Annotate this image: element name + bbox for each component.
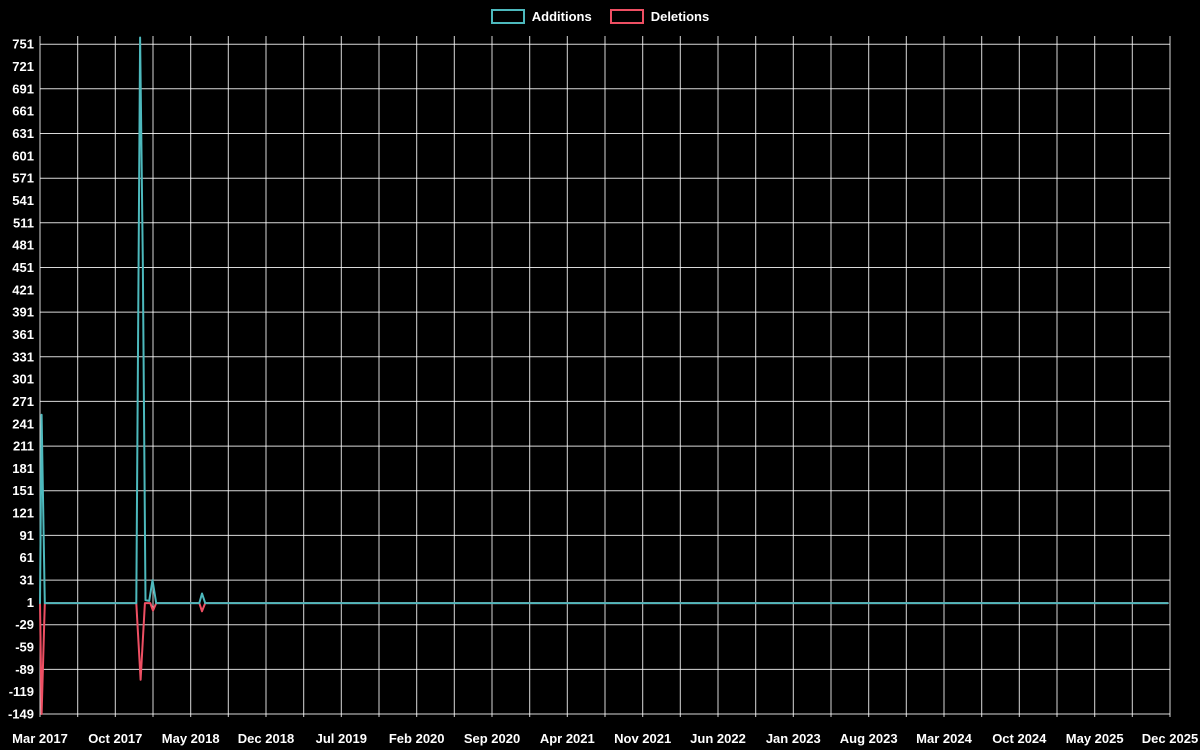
x-axis-tick-label: Dec 2018 — [238, 731, 294, 746]
y-axis-tick-label: 541 — [12, 193, 34, 208]
legend-label-deletions: Deletions — [650, 9, 710, 24]
x-axis-tick-label: Dec 2025 — [1142, 731, 1198, 746]
x-axis-tick-label: Oct 2024 — [992, 731, 1047, 746]
y-axis-tick-label: 601 — [12, 148, 34, 163]
x-axis-tick-label: Feb 2020 — [389, 731, 445, 746]
y-axis-tick-label: 331 — [12, 349, 34, 364]
x-axis-tick-label: Sep 2020 — [464, 731, 520, 746]
y-axis-tick-label: 631 — [12, 126, 34, 141]
y-axis-tick-label: 421 — [12, 282, 34, 297]
x-axis-tick-label: Jan 2023 — [766, 731, 821, 746]
x-axis-tick-label: Apr 2021 — [540, 731, 595, 746]
y-axis-tick-label: 1 — [27, 595, 34, 610]
y-axis-tick-label: -29 — [15, 617, 34, 632]
legend-item-additions[interactable]: Additions — [490, 8, 592, 25]
legend-label-additions: Additions — [531, 9, 592, 24]
y-axis-tick-label: 31 — [20, 573, 34, 588]
y-axis-tick-label: 451 — [12, 260, 34, 275]
x-axis-tick-label: Jun 2022 — [690, 731, 746, 746]
x-axis-tick-label: May 2018 — [162, 731, 220, 746]
y-axis-tick-label: 211 — [13, 439, 34, 454]
x-axis-tick-label: Mar 2017 — [12, 731, 68, 746]
x-axis-tick-label: Mar 2024 — [916, 731, 972, 746]
y-axis-tick-label: 271 — [12, 394, 34, 409]
y-axis-tick-label: 61 — [20, 550, 34, 565]
x-axis-tick-label: May 2025 — [1066, 731, 1124, 746]
y-axis-tick-label: 91 — [20, 528, 34, 543]
y-axis-tick-label: 481 — [12, 238, 34, 253]
chart-legend: Additions Deletions — [0, 8, 1200, 25]
series-line-additions — [39, 36, 1169, 605]
y-axis-tick-label: -149 — [8, 707, 34, 722]
y-axis-tick-label: -89 — [15, 662, 34, 677]
y-axis-tick-label: 151 — [12, 483, 34, 498]
y-axis-tick-label: -119 — [9, 684, 34, 699]
y-axis-tick-label: 121 — [12, 506, 34, 521]
y-axis-tick-label: 721 — [12, 59, 34, 74]
y-axis-tick-label: 661 — [12, 104, 34, 119]
deletions-swatch-icon — [609, 9, 644, 24]
y-axis-tick-label: 241 — [12, 416, 34, 431]
x-axis-tick-label: Aug 2023 — [840, 731, 898, 746]
y-axis-tick-label: 391 — [12, 305, 34, 320]
legend-item-deletions[interactable]: Deletions — [609, 8, 710, 25]
y-axis-tick-label: 571 — [12, 171, 34, 186]
y-axis-tick-label: 301 — [12, 372, 34, 387]
x-axis-tick-label: Jul 2019 — [316, 731, 367, 746]
y-axis-tick-label: 751 — [12, 37, 34, 52]
y-axis-tick-label: 511 — [13, 215, 34, 230]
y-axis-tick-label: 181 — [12, 461, 34, 476]
series-line-deletions — [39, 602, 1169, 715]
x-axis-tick-label: Nov 2021 — [614, 731, 671, 746]
additions-swatch-icon — [490, 9, 525, 24]
x-axis-tick-label: Oct 2017 — [88, 731, 142, 746]
y-axis-tick-label: 691 — [12, 81, 34, 96]
y-axis-tick-label: 361 — [12, 327, 34, 342]
y-axis-tick-label: -59 — [15, 640, 34, 655]
